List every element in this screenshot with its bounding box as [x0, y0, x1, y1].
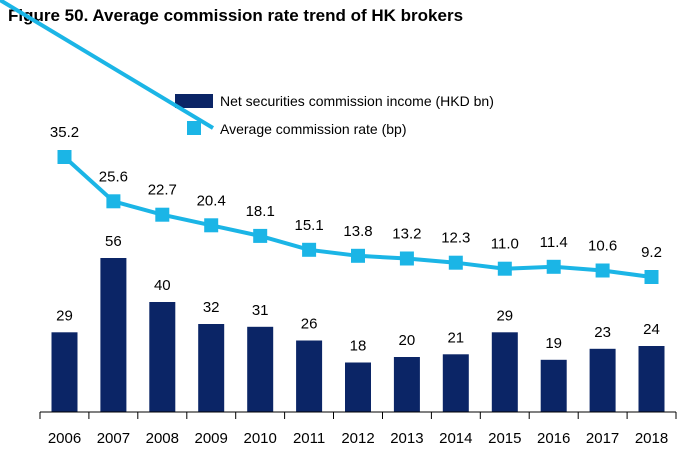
x-tick-label-2010: 2010 [244, 430, 277, 447]
rate-marker-2018 [644, 270, 659, 284]
bar-label-2018: 24 [643, 321, 660, 338]
x-tick-label-2018: 2018 [635, 430, 668, 447]
rate-label-2011: 15.1 [294, 217, 323, 234]
bar-2016 [540, 359, 567, 413]
x-tick-label-2009: 2009 [195, 430, 228, 447]
rate-label-2010: 18.1 [246, 203, 275, 220]
x-tick-label-2015: 2015 [488, 430, 521, 447]
rate-marker-2014 [448, 255, 463, 270]
rate-label-2012: 13.8 [343, 223, 372, 240]
bar-2008 [149, 302, 176, 412]
rate-label-2016: 11.4 [540, 234, 568, 251]
rate-marker-2017 [595, 263, 610, 278]
rate-label-2018: 9.2 [641, 244, 662, 261]
x-axis: 2006 2007 2008 2009 2010 2011 2012 2013 2014 2015… [39, 411, 677, 447]
x-tick-label-2013: 2013 [390, 430, 423, 447]
bar-2014 [442, 354, 469, 413]
rate-marker-2010 [253, 228, 268, 243]
x-tick-label-2007: 2007 [97, 430, 130, 447]
rate-label-2007: 25.6 [99, 168, 128, 185]
bar-data-labels: 29 56 40 32 31 26 18 20 21 29 19 23 24 [56, 233, 660, 355]
bar-2006 [51, 332, 78, 413]
rate-label-2006: 35.2 [50, 124, 79, 141]
legend: Net securities commission income (HKD bn… [0, 0, 494, 137]
rate-marker-2009 [204, 218, 219, 233]
bar-2018 [638, 346, 665, 412]
bar-2010 [247, 326, 274, 413]
bar-label-2007: 56 [105, 233, 122, 250]
rate-marker-2016 [546, 259, 561, 274]
rate-marker-2011 [302, 242, 317, 257]
legend-line-swatch [0, 0, 215, 130]
bar-label-2012: 18 [350, 338, 367, 355]
x-tick-label-2017: 2017 [586, 430, 619, 447]
x-tick-label-2012: 2012 [341, 430, 374, 447]
rate-label-2009: 20.4 [197, 192, 226, 209]
rate-marker-2013 [399, 251, 414, 266]
bar-label-2009: 32 [203, 299, 220, 316]
rate-label-2017: 10.6 [588, 238, 617, 255]
line-series [57, 150, 659, 284]
rate-label-2015: 11.0 [491, 236, 519, 253]
bar-label-2011: 26 [301, 316, 318, 333]
rate-marker-2012 [351, 248, 365, 263]
x-tick-label-2011: 2011 [293, 430, 325, 447]
bar-label-2014: 21 [447, 329, 464, 346]
x-tick-label-2006: 2006 [48, 430, 81, 447]
bar-label-2017: 23 [594, 324, 611, 341]
rate-label-2014: 12.3 [441, 230, 470, 247]
bar-label-2006: 29 [56, 307, 73, 324]
rate-label-2008: 22.7 [148, 182, 177, 199]
bar-2009 [198, 324, 225, 412]
legend-line-label: Average commission rate (bp) [220, 121, 406, 137]
rate-marker-2006 [57, 150, 72, 164]
bar-2012 [345, 362, 371, 412]
bar-label-2010: 31 [252, 302, 269, 319]
bar-label-2008: 40 [154, 277, 171, 294]
legend-bar-swatch [175, 94, 213, 108]
legend-bar-label: Net securities commission income (HKD bn… [220, 93, 494, 109]
rate-label-2013: 13.2 [392, 226, 421, 243]
bar-2015 [491, 332, 518, 413]
x-tick-label-2008: 2008 [146, 430, 179, 447]
rate-marker-2015 [497, 261, 512, 276]
bar-2013 [393, 357, 420, 412]
line-data-labels: 35.2 25.6 22.7 20.4 18.1 15.1 13.8 13.2 12.3 11.0… [50, 124, 662, 261]
bar-2011 [296, 340, 323, 412]
bar-label-2015: 29 [496, 307, 513, 324]
bar-2017 [589, 348, 616, 413]
x-tick-label-2014: 2014 [439, 430, 472, 447]
bar-label-2016: 19 [545, 335, 562, 352]
figure-title: Figure 50. Average commission rate trend… [8, 6, 464, 25]
legend-line-marker [187, 121, 201, 135]
bar-2007 [100, 258, 127, 412]
bar-series [51, 258, 665, 413]
rate-marker-2008 [155, 207, 170, 222]
rate-marker-2007 [106, 194, 121, 209]
bar-label-2013: 20 [399, 332, 416, 349]
x-tick-label-2016: 2016 [537, 430, 570, 447]
